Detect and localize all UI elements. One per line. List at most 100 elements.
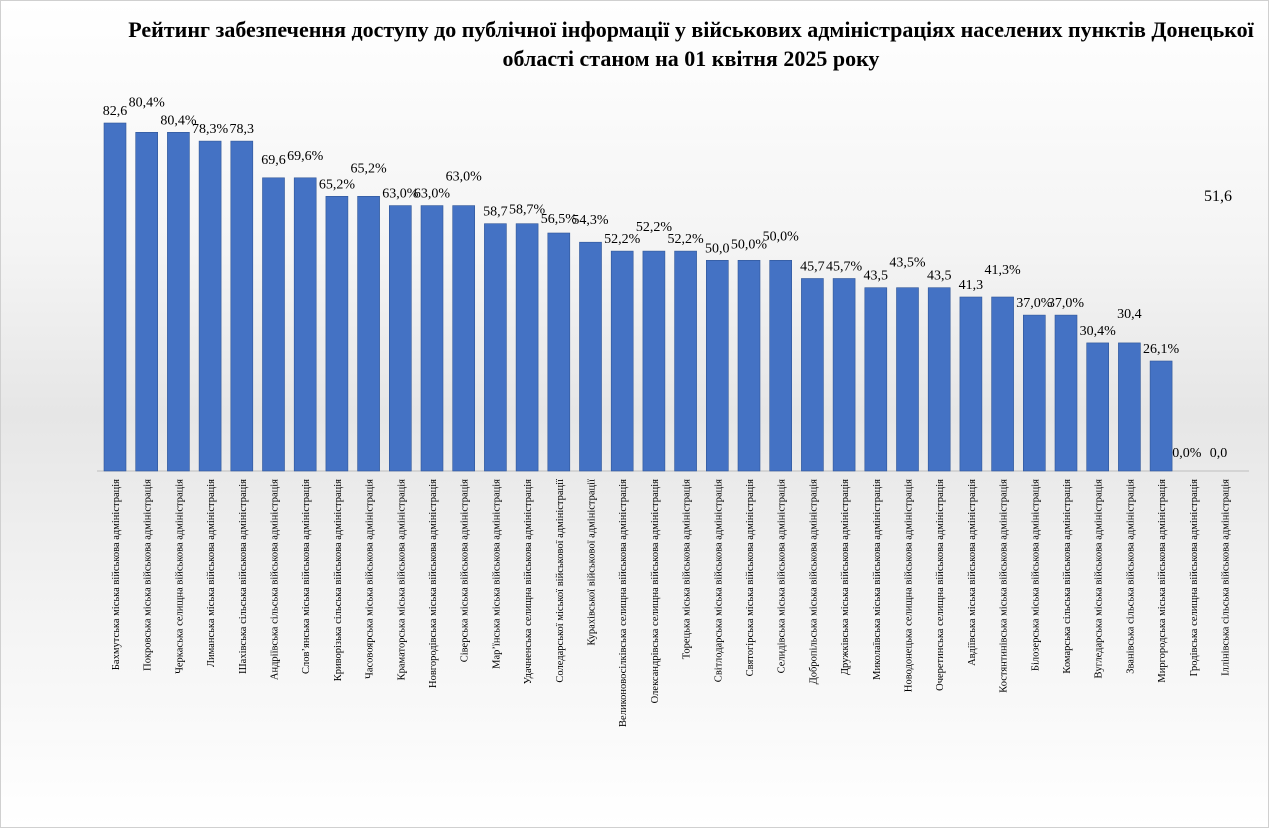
bar-31: [1054, 314, 1078, 472]
bar-16: [579, 241, 602, 472]
data-label-8: 65,2%: [319, 177, 356, 192]
bar-30: [1022, 314, 1046, 472]
data-label-23: 45,7: [800, 260, 825, 275]
category-label-2: Покровська міська військова адміністраці…: [143, 479, 154, 671]
bar-14: [515, 223, 539, 472]
bar-26: [896, 287, 919, 472]
data-label-25: 43,5: [864, 269, 889, 284]
bar-13: [484, 223, 507, 472]
data-label-16: 54,3%: [572, 213, 609, 228]
category-label-29: Костянтинівська міська військова адмініс…: [999, 479, 1010, 693]
data-label-17: 52,2%: [604, 232, 641, 247]
bar-8: [325, 196, 349, 472]
category-label-10: Краматорська міська військова адміністра…: [396, 479, 407, 681]
category-label-20: Світлодарська міська військова адміністр…: [713, 479, 724, 682]
bar-6: [262, 177, 285, 472]
data-label-31: 37,0%: [1048, 296, 1085, 311]
data-label-36: 0,0: [1210, 446, 1228, 461]
bar-24: [832, 278, 856, 472]
data-label-11: 63,0%: [414, 187, 451, 202]
bar-23: [801, 278, 824, 472]
category-label-9: Часовоярська міська військова адміністра…: [365, 479, 376, 679]
bar-5: [230, 140, 254, 472]
data-label-27: 43,5: [927, 269, 952, 284]
category-label-6: Андріївська сільська військова адміністр…: [270, 479, 281, 680]
category-label-31: Комарська сільська військова адміністрац…: [1062, 479, 1073, 674]
bar-7: [293, 177, 317, 472]
category-label-34: Миргородська міська військова адміністра…: [1157, 479, 1168, 683]
category-label-22: Селидівська міська військова адміністрац…: [777, 479, 788, 674]
category-label-15: Соледарської міської військової адмініст…: [555, 479, 566, 683]
chart-title: Рейтинг забезпечення доступу до публічно…: [128, 17, 1254, 71]
category-label-4: Лиманська міська військова адміністрація: [206, 479, 217, 667]
category-label-3: Черкаська селищна військова адміністраці…: [174, 479, 185, 674]
category-label-23: Добропільська міська військова адміністр…: [808, 479, 819, 685]
data-label-18: 52,2%: [636, 220, 673, 235]
category-label-17: Великоновосілківська селищна військова а…: [618, 479, 629, 727]
category-label-33: Званівська сільська військова адміністра…: [1125, 479, 1136, 674]
bar-22: [769, 259, 793, 472]
category-label-28: Авдіївська міська військова адміністраці…: [967, 479, 978, 666]
data-label-21: 50,0%: [731, 237, 768, 252]
bar-27: [927, 287, 951, 472]
category-label-12: Сіверська міська військова адміністрація: [460, 479, 471, 662]
bar-29: [991, 296, 1014, 472]
bar-18: [642, 250, 666, 472]
category-label-18: Олександрівська селищна військова адміні…: [650, 479, 661, 704]
category-label-7: Слов’янська міська військова адміністрац…: [301, 479, 312, 674]
category-label-21: Святогірська міська військова адміністра…: [745, 479, 756, 677]
data-label-33: 30,4: [1117, 307, 1142, 322]
data-label-19: 52,2%: [668, 232, 705, 247]
bar-1: [103, 122, 127, 472]
bar-28: [959, 296, 983, 472]
category-label-14: Удачненська селищна військова адміністра…: [523, 479, 534, 684]
data-label-5: 78,3: [230, 122, 255, 137]
bar-3: [167, 132, 190, 472]
data-label-1: 82,6: [103, 104, 128, 119]
data-label-20: 50,0: [705, 241, 730, 256]
bar-12: [452, 205, 476, 472]
category-label-25: Миколаївська міська військова адміністра…: [872, 479, 883, 680]
bar-4: [198, 140, 222, 472]
bar-11: [420, 205, 444, 472]
data-label-6: 69,6: [261, 153, 286, 168]
side-note-value: 51,6: [1204, 188, 1232, 205]
bar-33: [1118, 342, 1141, 472]
category-label-13: Мар’їнська міська військова адміністраці…: [491, 479, 502, 669]
data-label-26: 43,5%: [889, 256, 926, 271]
category-label-27: Очеретинська селищна військова адміністр…: [935, 479, 946, 691]
category-label-30: Білозерська міська військова адміністрац…: [1030, 479, 1041, 671]
data-label-14: 58,7%: [509, 203, 546, 218]
category-label-35: Гродівська селищна військова адміністрац…: [1189, 479, 1200, 677]
data-label-24: 45,7%: [826, 260, 863, 275]
data-label-12: 63,0%: [446, 170, 483, 185]
category-label-16: Курахівської військової адміністрації: [587, 479, 598, 646]
data-label-3: 80,4%: [160, 113, 197, 128]
data-label-4: 78,3%: [192, 122, 229, 137]
data-label-29: 41,3%: [985, 263, 1022, 278]
category-label-32: Вугледарська міська військова адміністра…: [1094, 479, 1105, 679]
bar-25: [864, 287, 888, 472]
data-label-15: 56,5%: [541, 212, 578, 227]
bar-19: [674, 250, 697, 472]
data-label-7: 69,6%: [287, 149, 324, 164]
bar-17: [610, 250, 634, 472]
category-label-8: Криворізька сільська військова адміністр…: [333, 479, 344, 681]
data-label-30: 37,0%: [1016, 296, 1053, 311]
category-label-36: Іллінівська сільська військова адміністр…: [1221, 479, 1232, 676]
data-label-13: 58,7: [483, 205, 508, 220]
category-label-1: Бахмутська міська військова адміністраці…: [111, 479, 122, 670]
data-label-22: 50,0%: [763, 229, 800, 244]
bar-10: [388, 205, 412, 472]
data-label-2: 80,4%: [129, 95, 166, 110]
bar-32: [1086, 342, 1109, 472]
category-label-26: Новодонецька селищна військова адміністр…: [904, 479, 915, 692]
bar-34: [1149, 360, 1173, 472]
bar-21: [737, 259, 761, 472]
data-label-34: 26,1%: [1143, 342, 1180, 357]
bar-20: [705, 259, 729, 472]
category-label-19: Торецька міська військова адміністрація: [682, 479, 693, 659]
data-label-10: 63,0%: [382, 187, 419, 202]
data-label-28: 41,3: [959, 278, 984, 293]
